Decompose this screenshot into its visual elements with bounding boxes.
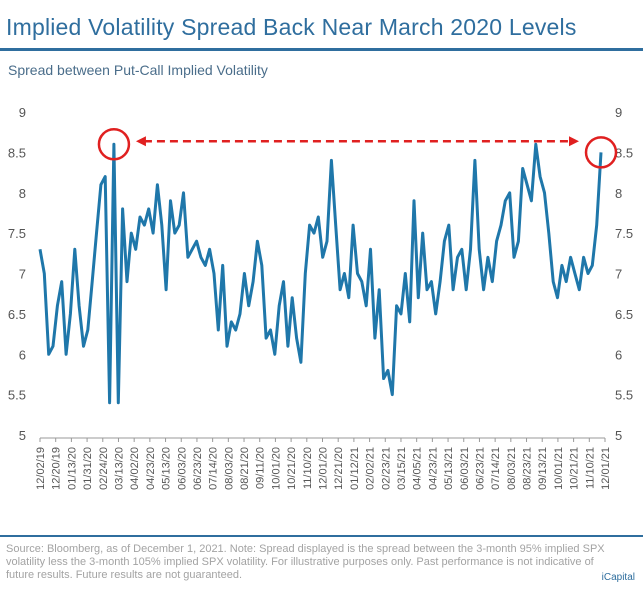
x-tick-label: 04/23/20	[145, 447, 157, 490]
x-tick-label: 04/23/21	[427, 447, 439, 490]
brand-logo: iCapital	[601, 572, 635, 583]
arrowhead-left	[135, 136, 146, 147]
x-tick-label: 12/21/20	[333, 447, 345, 490]
x-tick-label: 06/23/21	[474, 447, 486, 490]
x-tick-label: 12/02/19	[35, 447, 47, 490]
y-axis-right: 5 5.5 6 6.5 7 7.5 8 8.5 9	[615, 105, 633, 443]
x-tick-label: 06/03/21	[459, 447, 471, 490]
y-tick-left: 8.5	[8, 145, 26, 160]
footer-divider	[0, 535, 643, 537]
y-tick-right: 7	[615, 267, 622, 282]
x-tick-label: 09/11/20	[255, 447, 267, 489]
x-tick-label: 07/14/20	[208, 447, 220, 490]
x-tick-label: 05/13/20	[161, 447, 173, 490]
y-tick-left: 7	[19, 267, 26, 282]
x-tick-label: 09/13/21	[537, 447, 549, 490]
y-tick-right: 8.5	[615, 145, 633, 160]
annotation-circle-march-2020	[97, 128, 131, 161]
chart: 5 5.5 6 6.5 7 7.5 8 8.5 9 5 5.5 6 6.5 7 7.5 8 8.5 9 12/0…	[8, 105, 633, 490]
annotations	[97, 128, 618, 169]
series-line	[38, 142, 603, 405]
x-tick-label: 10/21/20	[286, 447, 298, 490]
chart-subtitle: Spread between Put-Call Implied Volatili…	[8, 62, 268, 78]
x-tick-label: 02/02/21	[365, 447, 377, 490]
y-axis-left: 5 5.5 6 6.5 7 7.5 8 8.5 9	[8, 105, 26, 443]
x-tick-label: 04/05/21	[412, 447, 424, 490]
x-tick-label: 06/23/20	[192, 447, 204, 490]
x-tick-label: 04/02/20	[129, 447, 141, 490]
y-tick-left: 5.5	[8, 388, 26, 403]
annotation-circle-dec-2021	[584, 136, 618, 169]
source-note: Source: Bloomberg, as of December 1, 202…	[6, 543, 605, 581]
y-tick-right: 6.5	[615, 307, 633, 322]
y-tick-right: 5.5	[615, 388, 633, 403]
y-tick-left: 6	[19, 347, 26, 362]
x-tick-label: 08/03/20	[223, 447, 235, 490]
y-tick-right: 7.5	[615, 226, 633, 241]
x-tick-label: 01/31/20	[82, 447, 94, 490]
x-tick-label: 12/20/19	[51, 447, 63, 490]
x-tick-label: 08/23/21	[522, 447, 534, 490]
y-tick-right: 9	[615, 105, 622, 120]
y-tick-left: 6.5	[8, 307, 26, 322]
x-tick-label: 03/15/21	[396, 447, 408, 490]
y-tick-left: 9	[19, 105, 26, 120]
x-tick-label: 12/01/21	[600, 447, 612, 490]
x-tick-label: 10/21/21	[569, 447, 581, 490]
x-tick-label: 05/13/21	[443, 447, 455, 490]
x-tick-label: 12/01/20	[318, 447, 330, 490]
x-tick-label: 01/13/20	[66, 447, 78, 490]
y-tick-left: 7.5	[8, 226, 26, 241]
y-tick-right: 6	[615, 347, 622, 362]
x-tick-label: 11/10/21	[584, 447, 596, 489]
x-tick-label: 01/12/21	[349, 447, 361, 490]
x-tick-label: 11/10/20	[302, 447, 314, 489]
x-tick-label: 02/24/20	[98, 447, 110, 490]
x-tick-label: 10/01/21	[553, 447, 565, 490]
x-axis-ticks: 12/02/19 12/20/19 01/13/20 01/31/20 02/24/20…	[35, 438, 612, 490]
page-title: Implied Volatility Spread Back Near Marc…	[6, 14, 577, 40]
y-tick-right: 5	[615, 428, 622, 443]
y-tick-left: 8	[19, 186, 26, 201]
x-tick-label: 10/01/20	[270, 447, 282, 490]
y-tick-right: 8	[615, 186, 622, 201]
x-tick-label: 08/21/20	[239, 447, 251, 490]
x-tick-label: 07/14/21	[490, 447, 502, 490]
x-tick-label: 06/03/20	[176, 447, 188, 490]
x-tick-label: 03/13/20	[113, 447, 125, 490]
title-divider	[0, 48, 643, 51]
x-tick-label: 08/03/21	[506, 447, 518, 490]
y-tick-left: 5	[19, 428, 26, 443]
arrowhead-right	[569, 136, 579, 147]
x-tick-label: 02/23/21	[380, 447, 392, 490]
